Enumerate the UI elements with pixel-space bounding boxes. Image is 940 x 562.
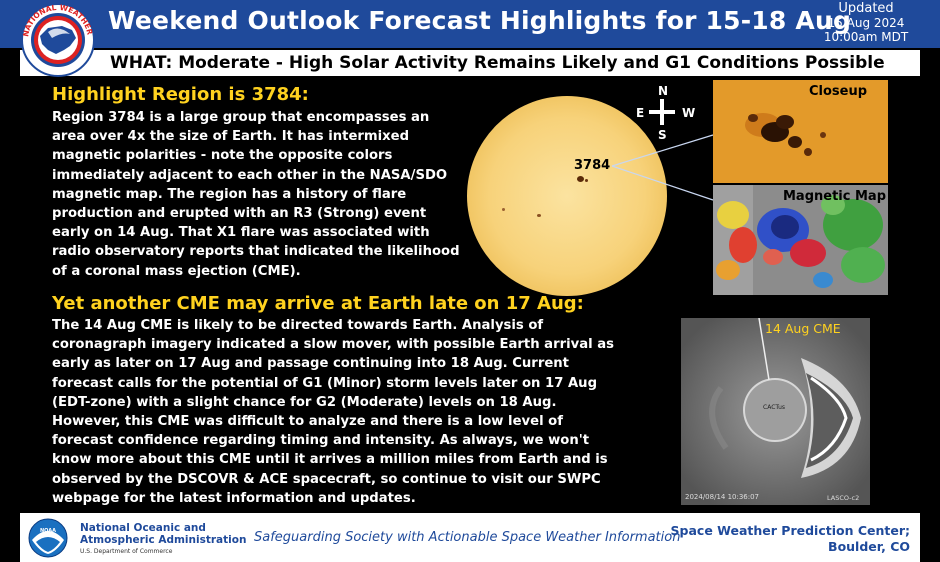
cme-line: observed by the DSCOVR & ACE spacecraft,… (52, 471, 601, 487)
region-line: magnetic polarities - note the opposite … (52, 148, 393, 164)
cme-line: webpage for the latest information and u… (52, 490, 416, 506)
noaa-department: U.S. Department of Commerce (80, 548, 173, 555)
noaa-name-line1: National Oceanic and (80, 522, 206, 534)
cme-line: forecast calls for the potential of G1 (… (52, 375, 598, 391)
swpc-name: Space Weather Prediction Center; Boulder… (671, 523, 910, 555)
region-line: production and erupted with an R3 (Stron… (52, 206, 427, 222)
tagline: Safeguarding Society with Actionable Spa… (254, 530, 681, 545)
cme-line: forecast confidence regarding timing and… (52, 433, 590, 449)
cme-line: coronagraph imagery indicated a slow mov… (52, 337, 614, 353)
compass-cross-horizontal (649, 110, 675, 114)
region-line: Region 3784 is a large group that encomp… (52, 110, 430, 125)
cme-line: However, this CME was difficult to analy… (52, 414, 563, 430)
compass-s: S (658, 128, 667, 142)
compass: N S E W (634, 84, 696, 144)
region-3784-label: 3784 (574, 158, 611, 173)
cme-image-label: 14 Aug CME (765, 321, 841, 336)
closeup-label: Closeup (809, 84, 868, 99)
cme-line: early as later on 17 Aug and passage con… (52, 356, 569, 372)
sun-image (467, 96, 667, 296)
cme-instrument: LASCO-c2 (827, 494, 860, 502)
magnetic-map-label: Magnetic Map (783, 189, 887, 204)
magnetic-map-graphic (713, 185, 888, 295)
compass-e: E (636, 106, 645, 120)
cme-coronagraph-image: 14 Aug CME CACTus 2024/08/14 10:36:07 LA… (681, 318, 870, 505)
swpc-line2: Boulder, CO (828, 539, 910, 554)
region-heading: Highlight Region is 3784: (52, 84, 309, 105)
region-line: magnetic map. The region has a history o… (52, 186, 407, 202)
sunspot (537, 214, 541, 217)
noaa-logo-text: NOAA (40, 528, 56, 534)
sunspot (577, 176, 584, 182)
footer-bar: NOAA National Oceanic and Atmospheric Ad… (20, 513, 920, 562)
cme-description: The 14 Aug CME is likely to be directed … (52, 316, 614, 508)
noaa-logo: NOAA (28, 518, 68, 558)
header-bar: Weekend Outlook Forecast Highlights for … (0, 0, 940, 48)
cme-line: know more about this CME until it arrive… (52, 452, 608, 468)
closeup-sunspots (713, 80, 888, 183)
cme-line: (EDT-zone) with a slight chance for G2 (… (52, 394, 557, 410)
magnetic-map-image: Magnetic Map (713, 185, 888, 295)
updated-time: 10:00am MDT (823, 30, 909, 44)
region-line: immediately adjacent to each other in th… (52, 167, 448, 183)
region-line: early on 14 Aug. That X1 flare was assoc… (52, 225, 430, 241)
region-line: area over 4x the size of Earth. It has i… (52, 129, 410, 145)
region-description: Region 3784 is a large group that encomp… (52, 108, 460, 281)
noaa-name-line2: Atmospheric Administration (80, 534, 247, 546)
cactus-label: CACTus (763, 404, 786, 411)
closeup-image: Closeup (713, 80, 888, 183)
region-line: radio observatory reports that indicated… (52, 244, 460, 260)
sunspot (502, 208, 505, 211)
noaa-name: National Oceanic and Atmospheric Adminis… (80, 522, 246, 546)
cme-line: The 14 Aug CME is likely to be directed … (52, 318, 544, 333)
swpc-line1: Space Weather Prediction Center; (670, 523, 910, 538)
page-title: Weekend Outlook Forecast Highlights for … (108, 6, 852, 35)
nws-logo: NATIONAL WEATHER SERVICE (18, 2, 95, 77)
compass-n: N (658, 84, 669, 98)
cme-timestamp: 2024/08/14 10:36:07 (685, 493, 760, 501)
what-bar: WHAT: Moderate - High Solar Activity Rem… (20, 50, 920, 76)
sunspot (585, 179, 588, 182)
cme-heading: Yet another CME may arrive at Earth late… (52, 293, 584, 314)
what-text: WHAT: Moderate - High Solar Activity Rem… (110, 53, 885, 73)
updated-label: Updated (838, 1, 894, 16)
updated-info: Updated 15 Aug 2024 10:00am MDT (806, 1, 926, 45)
region-line: of a coronal mass ejection (CME). (52, 263, 301, 279)
updated-date: 15 Aug 2024 (827, 16, 905, 30)
coronagraph-graphic (681, 318, 870, 505)
compass-w: W (682, 106, 696, 120)
